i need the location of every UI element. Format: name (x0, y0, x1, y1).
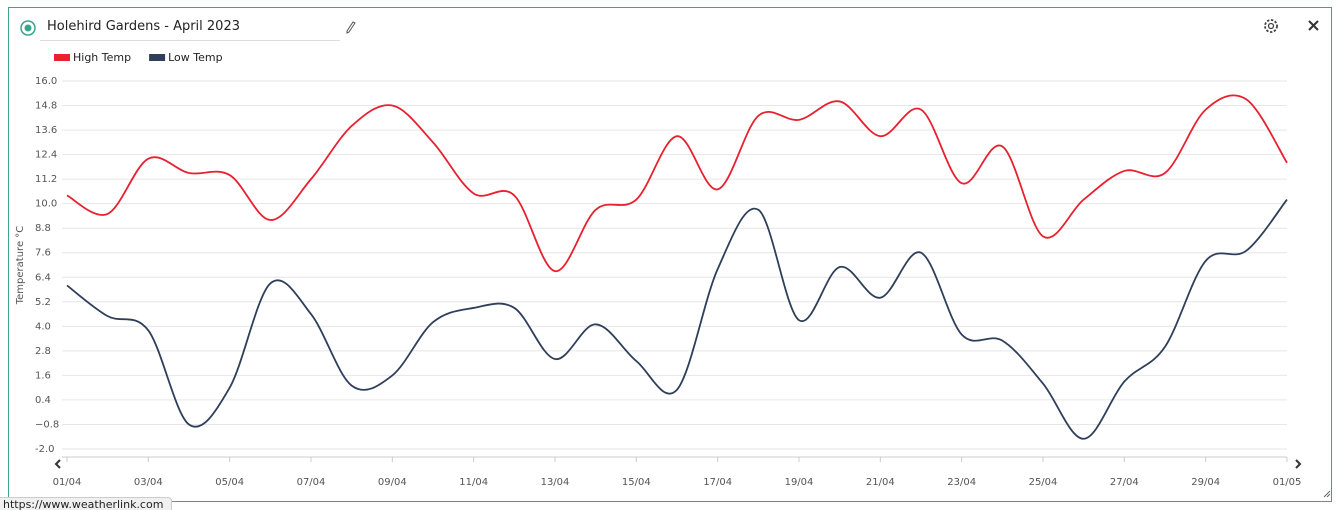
resize-handle[interactable] (1323, 490, 1331, 498)
legend-swatch (54, 54, 70, 61)
y-tick-label: 2.8 (35, 346, 51, 357)
y-tick-label: 16.0 (35, 76, 57, 87)
x-tick-label: 01/04 (53, 477, 82, 488)
y-tick-label: 8.8 (35, 223, 51, 234)
x-tick-label: 03/04 (134, 477, 163, 488)
y-tick-label: 12.4 (35, 150, 57, 161)
data-line (66, 94, 1288, 273)
y-tick-label: −0.8 (35, 419, 59, 430)
y-tick-label: 1.6 (35, 370, 51, 381)
y-tick-label: 10.0 (35, 199, 57, 210)
x-tick-label: 15/04 (622, 477, 651, 488)
y-tick-label: 7.6 (35, 248, 51, 259)
legend-label: High Temp (73, 51, 131, 64)
close-icon[interactable] (1308, 20, 1319, 31)
y-tick-label: 14.8 (35, 101, 57, 112)
x-tick-label: 21/04 (866, 477, 895, 488)
title-underline (40, 40, 340, 41)
legend-label: Low Temp (168, 51, 222, 64)
x-tick-label: 11/04 (459, 477, 488, 488)
x-tick-label: 17/04 (703, 477, 732, 488)
status-icon (20, 20, 36, 36)
x-tick-label: 01/05 (1273, 477, 1302, 488)
widget-title[interactable]: Holehird Gardens - April 2023 (47, 19, 240, 34)
x-tick-label: 05/04 (215, 477, 244, 488)
status-dot (24, 24, 32, 32)
x-tick-label: 07/04 (297, 477, 326, 488)
y-tick-label: 4.0 (35, 321, 51, 332)
y-tick-label: -2.0 (35, 444, 55, 455)
y-tick-label: 6.4 (35, 272, 51, 283)
x-tick-label: 13/04 (541, 477, 570, 488)
legend-swatch (149, 54, 166, 61)
x-tick-label: 29/04 (1191, 477, 1220, 488)
x-tick-label: 23/04 (947, 477, 976, 488)
edit-icon[interactable] (346, 21, 356, 34)
x-tick-label: 25/04 (1029, 477, 1058, 488)
next-arrow[interactable] (1295, 459, 1302, 469)
status-url: https://www.weatherlink.com (0, 497, 173, 510)
prev-arrow[interactable] (54, 459, 61, 469)
y-tick-label: 11.2 (35, 174, 57, 185)
settings-icon[interactable] (1264, 19, 1278, 33)
y-tick-label: 13.6 (35, 125, 57, 136)
y-tick-label: 0.4 (35, 395, 51, 406)
x-tick-label: 27/04 (1110, 477, 1139, 488)
widget-card (8, 7, 1332, 502)
x-tick-label: 19/04 (785, 477, 814, 488)
data-line (66, 199, 1288, 440)
y-tick-label: 5.2 (35, 297, 51, 308)
x-tick-label: 09/04 (378, 477, 407, 488)
y-axis-label: Temperature °C (15, 226, 26, 306)
